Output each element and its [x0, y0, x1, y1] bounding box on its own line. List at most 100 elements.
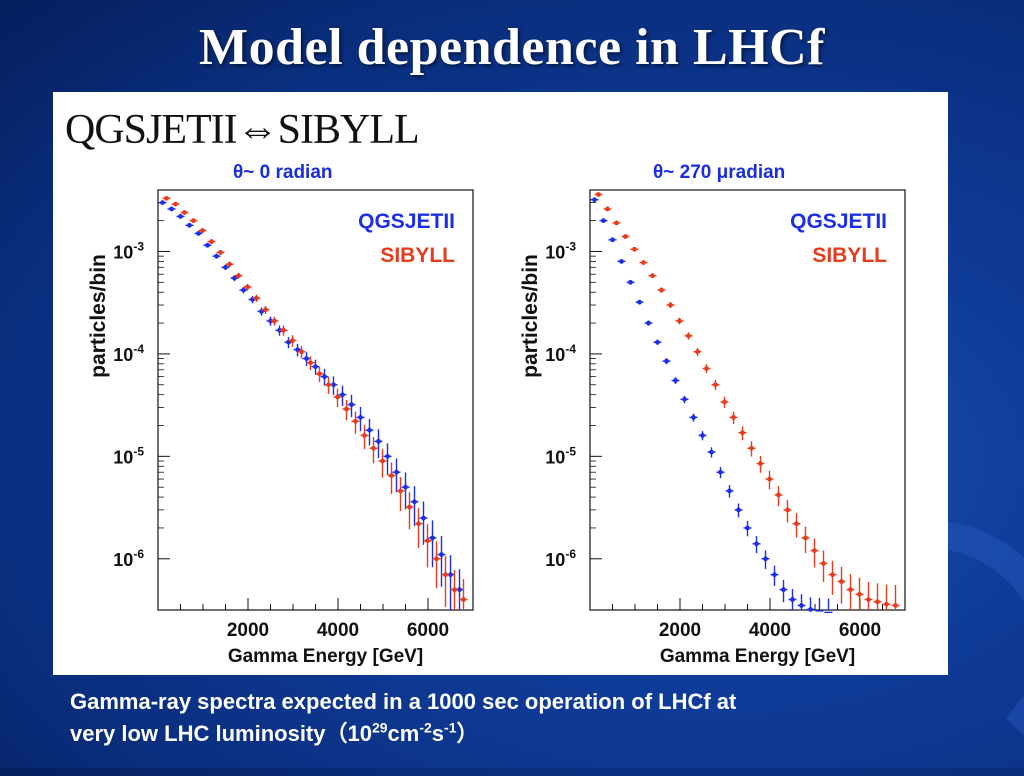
data-point [434, 556, 439, 562]
data-point [637, 299, 642, 305]
data-point [430, 535, 435, 541]
data-point [691, 414, 696, 420]
data-point [380, 458, 385, 464]
data-point [362, 433, 367, 438]
data-point [682, 396, 687, 402]
data-point [236, 273, 241, 279]
data-point [808, 607, 813, 612]
caption-unit-cm: cm [387, 721, 420, 746]
data-point [335, 394, 340, 400]
data-point [646, 320, 651, 326]
data-point [241, 287, 246, 293]
data-point [263, 307, 268, 313]
data-point [619, 258, 624, 264]
data-point [196, 231, 201, 236]
data-point [763, 556, 768, 562]
plot-frame [589, 189, 906, 611]
caption-exp-1: 29 [371, 719, 388, 736]
data-point [650, 273, 655, 279]
data-point [344, 406, 349, 412]
data-point [776, 492, 781, 498]
data-point [772, 572, 777, 578]
data-point [322, 374, 327, 380]
data-point [601, 218, 606, 224]
data-point [416, 521, 421, 527]
data-point [394, 469, 399, 475]
data-point [461, 597, 466, 602]
data-point [596, 192, 601, 197]
data-point [655, 339, 660, 345]
x-tick-label: 2000 [659, 620, 701, 641]
slide-title: Model dependence in LHCf [199, 19, 825, 76]
x-tick-label: 4000 [317, 620, 359, 641]
data-point [704, 366, 709, 371]
data-point [767, 476, 772, 482]
x-tick-label: 2000 [227, 620, 269, 641]
data-point [628, 279, 633, 285]
caption-line-1: Gamma-ray spectra expected in a 1000 sec… [70, 689, 737, 714]
data-point [790, 597, 795, 602]
data-point [812, 548, 817, 554]
data-point [727, 488, 732, 494]
data-point [295, 347, 300, 353]
y-tick-label: 10-5 [545, 444, 576, 467]
data-point [376, 438, 381, 444]
data-point [272, 318, 277, 324]
data-point [326, 382, 331, 388]
data-point [821, 561, 826, 566]
x-axis-label: Gamma Energy [GeV] [660, 646, 855, 667]
data-point [614, 220, 619, 226]
y-tick-label: 10-6 [545, 547, 576, 570]
y-tick-label: 10-3 [545, 239, 576, 262]
data-point [668, 302, 673, 308]
right-spectrum-chart: 2000 4000 6000 10-3 10-4 10-5 10-6 Gamma Energy… [519, 189, 906, 667]
data-point [718, 469, 723, 475]
data-point [781, 587, 786, 593]
data-point [713, 382, 718, 388]
data-point [745, 525, 750, 531]
data-point [349, 402, 354, 407]
left-chart-title: θ~ 0 radian [233, 162, 333, 183]
data-point [385, 453, 390, 459]
data-point [160, 200, 165, 205]
legend-entry-qgsjetii: QGSJETII [790, 210, 887, 233]
right-chart-title: θ~ 270 μradian [653, 162, 786, 183]
data-point [169, 206, 174, 212]
data-point [254, 295, 259, 301]
data-point [673, 378, 678, 383]
data-point [731, 414, 736, 420]
data-point [191, 218, 196, 224]
x-tick-label: 6000 [407, 620, 449, 641]
data-point [659, 287, 664, 293]
data-point [686, 333, 691, 339]
data-point [200, 228, 205, 233]
data-point [308, 360, 313, 366]
comparison-heading: QGSJETII⇔SIBYLL [65, 107, 420, 153]
data-point [641, 260, 646, 265]
left-spectrum-chart: 2000 4000 6000 10-3 10-4 10-5 10-6 Gamma Energy… [87, 189, 474, 667]
data-point [205, 242, 210, 248]
data-point [839, 579, 844, 584]
plot-frame [157, 189, 474, 611]
series-sibyll [594, 192, 900, 610]
data-point [677, 318, 682, 324]
data-point [758, 461, 763, 466]
data-point [358, 414, 363, 420]
data-point [164, 195, 169, 201]
data-point [317, 371, 322, 377]
legend-entry-sibyll: SIBYLL [380, 244, 455, 267]
data-point [875, 599, 880, 605]
legend-entry-sibyll: SIBYLL [812, 244, 887, 267]
data-point [439, 552, 444, 557]
data-point [299, 349, 304, 355]
legend-entry-qgsjetii: QGSJETII [358, 210, 455, 233]
data-point [340, 392, 345, 398]
data-point [736, 507, 741, 513]
data-point [709, 449, 714, 455]
data-point [421, 515, 426, 521]
data-point [245, 284, 250, 290]
data-point [173, 201, 178, 207]
data-point [848, 587, 853, 593]
caption-prefix: very low LHC luminosity（10 [70, 721, 372, 746]
data-point [331, 382, 336, 388]
